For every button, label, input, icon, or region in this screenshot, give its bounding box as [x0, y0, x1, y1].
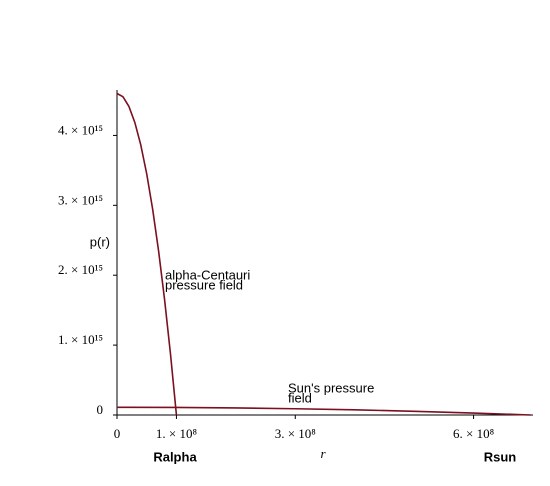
x-tick-label: 0	[114, 426, 121, 441]
y-tick-label: 2. × 10¹⁵	[58, 262, 103, 277]
annotation: alpha-Centauri	[165, 267, 250, 282]
x-tick-label: 3. × 10⁸	[275, 426, 317, 441]
y-tick-label: 1. × 10¹⁵	[58, 332, 103, 347]
annotation: Sun's pressure	[288, 380, 374, 395]
y-tick-label: 3. × 10¹⁵	[58, 192, 103, 207]
y-tick-label: 0	[97, 402, 104, 417]
annotation: pressure field	[165, 277, 243, 292]
axis-note: Ralpha	[153, 449, 197, 464]
line	[116, 92, 178, 416]
x-tick-label: 1. × 10⁸	[156, 426, 198, 441]
y-tick-label: 4. × 10¹⁵	[58, 122, 103, 137]
x-axis-label: r	[320, 446, 326, 461]
axis-note: Rsun	[484, 449, 517, 464]
line	[116, 406, 531, 416]
x-tick-label: 6. × 10⁸	[453, 426, 495, 441]
y-axis-label: p(r)	[90, 234, 110, 249]
annotation: field	[288, 390, 312, 405]
